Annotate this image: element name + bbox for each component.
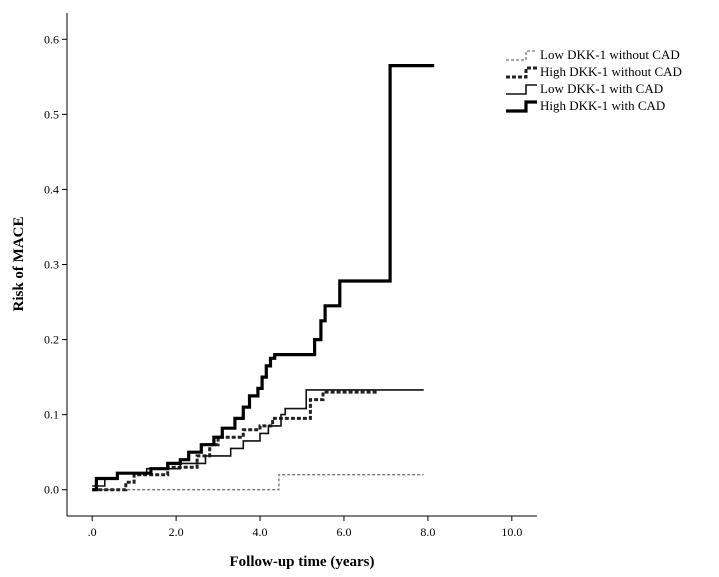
y-tick-label: 0.3 [44,258,59,272]
y-tick-label: 0.6 [44,32,59,46]
y-ticks: 0.0 0.1 0.2 0.3 0.4 0.5 0.6 [44,32,67,497]
series-layer [92,63,435,492]
x-ticks: .0 2.0 4.0 6.0 8.0 10.0 [88,516,522,539]
legend-swatch [506,100,537,113]
y-tick-label: 0.0 [44,483,59,497]
legend: Low DKK-1 without CAD High DKK-1 without … [506,47,682,113]
legend-item: High DKK-1 with CAD [506,98,665,113]
legend-swatch [506,84,537,95]
y-tick-label: 0.2 [44,333,59,347]
legend-item: Low DKK-1 without CAD [506,47,680,62]
y-tick-label: 0.1 [44,408,59,422]
legend-label: Low DKK-1 without CAD [540,47,680,62]
legend-swatch [506,50,537,61]
legend-label: Low DKK-1 with CAD [540,81,663,96]
legend-label: High DKK-1 without CAD [540,64,682,79]
legend-label: High DKK-1 with CAD [540,98,665,113]
x-axis-title: Follow-up time (years) [230,554,375,570]
series-line-4 [92,63,435,492]
x-tick-label: 4.0 [253,525,268,539]
x-tick-label: .0 [88,525,97,539]
y-tick-label: 0.5 [44,107,59,121]
y-axis-title: Risk of MACE [11,216,27,311]
series-line-2 [92,390,378,492]
legend-item: High DKK-1 without CAD [506,64,682,79]
x-tick-label: 2.0 [169,525,184,539]
x-tick-label: 10.0 [501,525,522,539]
legend-item: Low DKK-1 with CAD [506,81,663,96]
legend-swatch [506,66,537,79]
x-tick-label: 6.0 [336,525,351,539]
series-line-3 [92,389,424,487]
y-tick-label: 0.4 [44,182,59,196]
x-tick-label: 8.0 [420,525,435,539]
axes [66,13,537,517]
series-line-1 [92,474,424,491]
